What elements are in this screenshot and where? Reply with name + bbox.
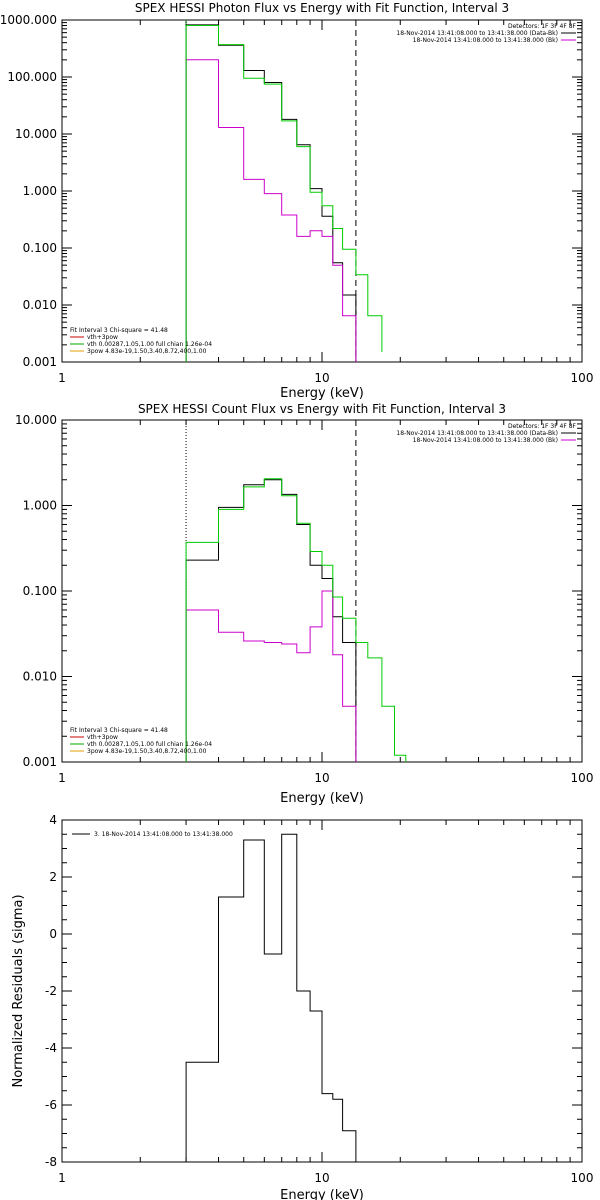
axis-ticks: 1 10 100 0.001 0.010 0.100 1.000 10.000 [15,413,593,785]
legend-entry: 18-Nov-2014 13:41:08.000 to 13:41:38.000… [396,430,558,437]
legend-entry: 18-Nov-2014 13:41:08.000 to 13:41:38.000… [396,30,558,37]
fit-legend-header: Fit Interval 3 Chi-square = 41.48 [70,727,168,734]
series-group [185,420,407,762]
x-axis-label: Energy (keV) [280,386,364,401]
y-tick-label: 1.000 [23,499,57,513]
x-tick-label: 10 [314,1171,329,1185]
y-tick-label: 1.000 [23,184,57,198]
series-line-bk [185,590,357,762]
x-tick-label: 10 [314,371,329,385]
series-line-data-bk [185,479,357,762]
y-tick-label: 1000.000 [0,13,57,27]
photon-flux-panel: SPEX HESSI Photon Flux vs Energy with Fi… [0,1,593,401]
series-line-vth-3pow [185,25,383,362]
y-tick-label: 10.000 [15,413,57,427]
y-tick-label: 0.001 [23,355,57,369]
y-axis-label: Normalized Residuals (sigma) [11,894,26,1087]
x-axis-label: Energy (keV) [280,1188,364,1200]
fit-legend-header: Fit Interval 3 Chi-square = 41.48 [70,327,168,334]
x-axis-label: Energy (keV) [280,791,364,806]
fit-legend-entry: vth+3pow [87,334,118,341]
chart-title: SPEX HESSI Count Flux vs Energy with Fit… [138,402,506,416]
x-tick-label: 10 [314,771,329,785]
x-tick-label: 1 [58,771,66,785]
plot-frame [61,819,583,1163]
fit-legend-entry: vth 0.00287,1.05,1.00 full chian 1.26e-0… [87,341,212,348]
x-tick-label: 100 [571,371,594,385]
x-tick-label: 1 [58,371,66,385]
y-tick-label: 0.100 [23,241,57,255]
series-line-residuals [185,833,357,1162]
legend-entry: 18-Nov-2014 13:41:08.000 to 13:41:38.000… [413,37,558,44]
fit-legend-entry: 3pow 4.83e-19,1.50,3.40,8.72,400,1.00 [87,348,207,355]
y-tick-label: 0.001 [23,755,57,769]
y-tick-label: 0.100 [23,584,57,598]
y-tick-label: -4 [45,1041,57,1055]
y-tick-label: 2 [49,870,57,884]
y-tick-label: 0.010 [23,298,57,312]
axis-ticks: 1 10 100 -8 -6 -4 -2 0 2 4 [45,813,593,1185]
y-tick-label: 100.000 [7,70,57,84]
fit-legend-entry: 3pow 4.83e-19,1.50,3.40,8.72,400,1.00 [87,748,207,755]
series-group [185,20,383,362]
fit-legend-entry: vth+3pow [87,734,118,741]
legend-entry: 3. 18-Nov-2014 13:41:08.000 to 13:41:38.… [94,831,233,838]
series-group [185,833,357,1162]
residuals-panel: 1 10 100 -8 -6 -4 -2 0 2 4 3. 18-Nov-2014 13:41:0… [11,813,593,1200]
series-line-vth-3pow [185,478,407,762]
y-tick-label: 10.000 [15,127,57,141]
legend-header: Detectors: 1F 3F 4F 8F [508,423,577,430]
series-line-bk [185,59,357,362]
y-tick-label: -8 [45,1155,57,1169]
count-flux-panel: SPEX HESSI Count Flux vs Energy with Fit… [15,402,593,806]
y-tick-label: 0.010 [23,670,57,684]
y-tick-label: -6 [45,1098,57,1112]
fit-legend-entry: vth 0.00287,1.05,1.00 full chian 1.26e-0… [87,741,212,748]
y-tick-label: -2 [45,984,57,998]
legend: 3. 18-Nov-2014 13:41:08.000 to 13:41:38.… [72,831,233,838]
legend-header: Detectors: 1F 3F 4F 8F [508,23,577,30]
y-tick-label: 4 [49,813,57,827]
y-tick-label: 0 [49,927,57,941]
x-tick-label: 100 [571,1171,594,1185]
legend-entry: 18-Nov-2014 13:41:08.000 to 13:41:38.000… [413,437,558,444]
x-tick-label: 1 [58,1171,66,1185]
axis-ticks: 1 10 100 0.001 0.010 0.100 1.000 10.000 100.000 1… [0,13,593,385]
chart-title: SPEX HESSI Photon Flux vs Energy with Fi… [135,1,509,15]
x-tick-label: 100 [571,771,594,785]
